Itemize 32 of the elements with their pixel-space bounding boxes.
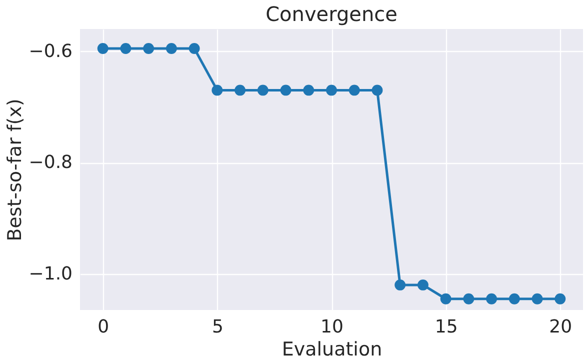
point: [486, 293, 498, 304]
point: [166, 43, 177, 54]
y-tick-label: −1.0: [28, 263, 72, 284]
point: [97, 43, 108, 54]
x-tick-label: 15: [434, 316, 458, 338]
point: [257, 84, 268, 96]
point: [303, 84, 314, 96]
x-tick-label: 10: [320, 316, 344, 338]
y-tick-label: −0.8: [28, 152, 72, 174]
point: [212, 84, 223, 96]
point: [143, 43, 154, 54]
point: [326, 84, 337, 96]
chart-title: Convergence: [266, 2, 398, 26]
point: [508, 293, 520, 304]
point: [532, 293, 543, 304]
y-tick-label: −0.6: [28, 40, 72, 62]
point: [554, 293, 566, 304]
point: [440, 293, 452, 304]
point: [280, 84, 292, 96]
x-axis-title: Evaluation: [282, 338, 382, 360]
x-tick-label: 5: [212, 316, 224, 338]
x-tick-label: 0: [98, 316, 110, 338]
y-axis-title: Best-so-far f(x): [4, 98, 26, 242]
point: [234, 84, 246, 96]
point: [120, 43, 132, 54]
point: [417, 279, 428, 290]
x-tick-label: 20: [549, 316, 572, 338]
point: [463, 293, 474, 304]
point: [372, 84, 383, 96]
point: [348, 84, 360, 96]
point: [394, 279, 406, 290]
point: [188, 43, 200, 54]
